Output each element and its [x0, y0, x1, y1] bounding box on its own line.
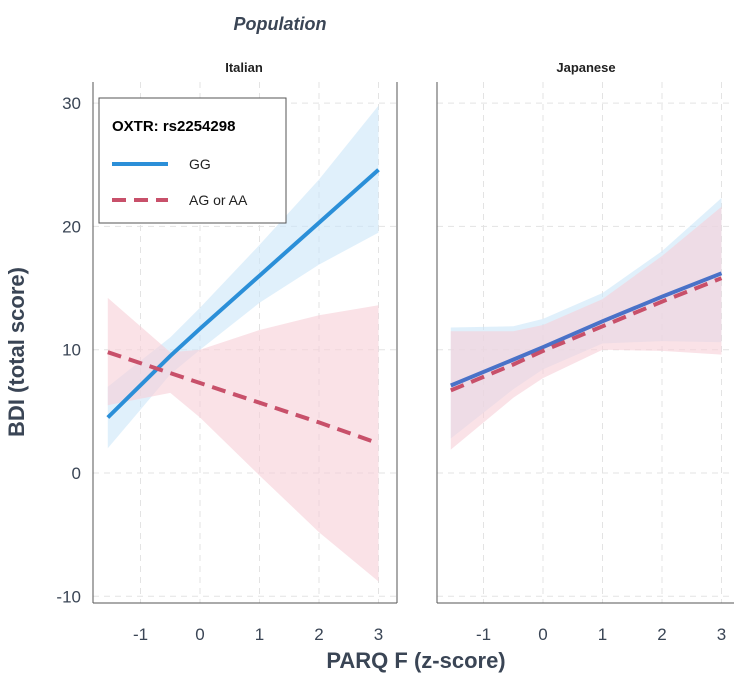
x-tick-label: 0 [195, 625, 204, 644]
legend-label-ag-or-aa: AG or AA [189, 192, 248, 208]
grid-lines-japanese [437, 82, 734, 603]
legend-title: OXTR: rs2254298 [112, 118, 235, 135]
y-axis-ticks: -10 0 10 20 30 [56, 94, 81, 606]
ci-band-italian-ag-or-aa [107, 297, 379, 582]
y-axis-title: BDI (total score) [4, 267, 29, 437]
series-line-japanese-gg [450, 271, 723, 388]
y-tick-label: 0 [72, 464, 81, 483]
panel-title-italian: Italian [225, 60, 263, 75]
panel-italian [92, 82, 398, 604]
x-tick-label: 1 [598, 625, 607, 644]
series-line-italian-gg [106, 168, 380, 419]
x-axis-ticks: -1 0 1 2 3 -1 0 1 2 3 [133, 625, 726, 644]
legend-label-gg: GG [189, 156, 211, 172]
x-tick-label: 3 [717, 625, 726, 644]
panel-japanese [436, 82, 734, 604]
x-tick-label: 2 [314, 625, 323, 644]
x-tick-label: -1 [476, 625, 491, 644]
x-tick-label: 3 [374, 625, 383, 644]
panel-title-japanese: Japanese [556, 60, 615, 75]
y-tick-label: 30 [62, 94, 81, 113]
y-tick-label: -10 [56, 587, 81, 606]
y-tick-label: 10 [62, 341, 81, 360]
x-tick-label: 0 [538, 625, 547, 644]
x-tick-label: 1 [255, 625, 264, 644]
series-line-italian-ag-or-aa [107, 350, 380, 446]
series-line-japanese-ag-or-aa [450, 276, 723, 393]
legend: OXTR: rs2254298 GG AG or AA [98, 97, 287, 224]
y-tick-label: 20 [62, 217, 81, 236]
legend-box [98, 97, 287, 224]
chart-supertitle: Population [234, 14, 327, 34]
x-tick-label: -1 [133, 625, 148, 644]
x-tick-label: 2 [657, 625, 666, 644]
x-axis-title: PARQ F (z-score) [326, 648, 505, 673]
